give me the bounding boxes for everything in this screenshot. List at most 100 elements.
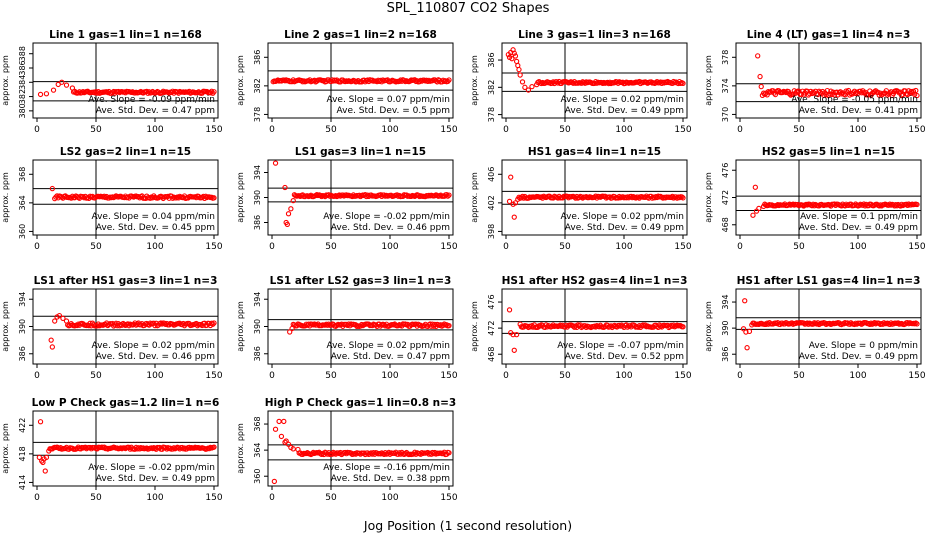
data-point bbox=[324, 322, 331, 328]
panel-title: LS1 after HS1 gas=3 lin=1 n=3 bbox=[34, 275, 218, 287]
data-point bbox=[786, 91, 793, 97]
x-tick-label: 100 bbox=[615, 125, 632, 135]
slope-annotation: Ave. Slope = 0 ppm/min bbox=[809, 341, 918, 351]
x-tick-label: 150 bbox=[440, 493, 457, 503]
slope-annotation: Ave. Slope = 0.1 ppm/min bbox=[800, 212, 918, 222]
y-axis-label: approx. ppm bbox=[704, 172, 713, 223]
y-tick-label: 388 bbox=[18, 46, 27, 61]
plot-frame bbox=[501, 288, 688, 365]
y-tick-label: 368 bbox=[18, 167, 27, 182]
stddev-annotation: Ave. Std. Dev. = 0.46 ppm bbox=[96, 352, 215, 362]
data-point bbox=[538, 80, 545, 87]
data-point bbox=[893, 202, 899, 208]
data-point bbox=[36, 454, 43, 461]
data-point bbox=[894, 203, 900, 209]
data-point bbox=[359, 321, 365, 328]
data-point bbox=[680, 324, 686, 330]
x-tick-label: 100 bbox=[381, 493, 398, 503]
plot-frame bbox=[501, 42, 688, 119]
y-tick-label: 476 bbox=[487, 294, 496, 309]
x-tick-label: 150 bbox=[908, 371, 925, 381]
y-tick-label: 422 bbox=[18, 418, 27, 433]
data-point bbox=[81, 195, 87, 201]
y-axis-label: approx. ppm bbox=[236, 172, 245, 223]
data-point bbox=[906, 88, 912, 94]
data-point bbox=[801, 320, 807, 326]
data-point bbox=[509, 56, 515, 62]
x-tick-label: 150 bbox=[440, 242, 457, 252]
data-point bbox=[364, 192, 371, 198]
y-tick-label: 378 bbox=[253, 107, 262, 122]
x-tick-label: 0 bbox=[34, 242, 40, 252]
data-point bbox=[511, 214, 517, 220]
data-point bbox=[814, 321, 820, 327]
data-point bbox=[49, 185, 55, 192]
y-tick-label: 378 bbox=[487, 107, 496, 122]
data-point bbox=[913, 87, 919, 94]
x-tick-label: 0 bbox=[269, 125, 275, 135]
slope-annotation: Ave. Slope = 0.02 ppm/min bbox=[560, 212, 684, 222]
y-tick-label: 394 bbox=[253, 292, 262, 307]
x-tick-label: 150 bbox=[440, 125, 457, 135]
data-point bbox=[135, 193, 142, 200]
x-tick-label: 150 bbox=[674, 371, 691, 381]
data-point bbox=[446, 450, 452, 456]
data-point bbox=[611, 80, 618, 86]
data-point bbox=[856, 202, 862, 209]
data-point bbox=[516, 66, 522, 73]
data-point bbox=[49, 344, 55, 350]
x-tick-label: 50 bbox=[325, 371, 337, 381]
x-tick-label: 0 bbox=[737, 371, 743, 381]
y-tick-label: 414 bbox=[18, 475, 27, 490]
x-tick-label: 50 bbox=[325, 125, 337, 135]
data-point bbox=[506, 198, 513, 205]
x-tick-label: 50 bbox=[90, 125, 102, 135]
y-tick-label: 370 bbox=[721, 107, 730, 122]
slope-annotation: Ave. Slope = 0.04 ppm/min bbox=[91, 212, 215, 222]
data-point bbox=[146, 89, 152, 95]
x-tick-label: 100 bbox=[146, 371, 163, 381]
stddev-annotation: Ave. Std. Dev. = 0.49 ppm bbox=[799, 352, 918, 362]
y-tick-label: 472 bbox=[721, 190, 730, 205]
data-point bbox=[446, 192, 452, 198]
stddev-annotation: Ave. Std. Dev. = 0.49 ppm bbox=[96, 474, 215, 484]
x-tick-label: 150 bbox=[674, 242, 691, 252]
x-tick-label: 100 bbox=[615, 371, 632, 381]
data-point bbox=[871, 319, 878, 326]
data-point bbox=[779, 89, 786, 96]
data-point bbox=[52, 318, 58, 324]
data-point bbox=[669, 323, 676, 329]
data-point bbox=[158, 320, 164, 326]
data-point bbox=[37, 419, 44, 425]
x-tick-label: 100 bbox=[146, 125, 163, 135]
data-point bbox=[877, 202, 884, 208]
data-point bbox=[160, 88, 166, 94]
panel-title: LS1 after LS2 gas=3 lin=1 n=3 bbox=[270, 275, 452, 287]
plot-frame bbox=[735, 288, 922, 365]
data-point bbox=[446, 322, 452, 329]
x-tick-label: 150 bbox=[205, 493, 222, 503]
data-point bbox=[290, 446, 296, 452]
y-tick-label: 386 bbox=[253, 215, 262, 230]
y-tick-label: 364 bbox=[18, 195, 27, 210]
y-tick-label: 394 bbox=[721, 294, 730, 309]
slope-annotation: Ave. Slope = -0.16 ppm/min bbox=[323, 463, 450, 473]
data-point bbox=[203, 193, 209, 199]
x-tick-label: 100 bbox=[381, 125, 398, 135]
data-point bbox=[181, 445, 188, 451]
y-tick-label: 386 bbox=[487, 52, 496, 67]
x-tick-label: 100 bbox=[849, 125, 866, 135]
data-point bbox=[75, 90, 81, 96]
data-point bbox=[668, 194, 674, 201]
data-point bbox=[914, 92, 920, 99]
data-point bbox=[167, 445, 173, 451]
data-point bbox=[278, 433, 285, 440]
data-point bbox=[170, 195, 176, 201]
slope-annotation: Ave. Slope = -0.09 ppm/min bbox=[88, 95, 215, 105]
data-point bbox=[397, 77, 404, 83]
slope-annotation: Ave. Slope = -0.02 ppm/min bbox=[88, 463, 215, 473]
stddev-annotation: Ave. Std. Dev. = 0.47 ppm bbox=[96, 106, 215, 116]
data-point bbox=[340, 192, 346, 198]
data-point bbox=[834, 89, 840, 95]
